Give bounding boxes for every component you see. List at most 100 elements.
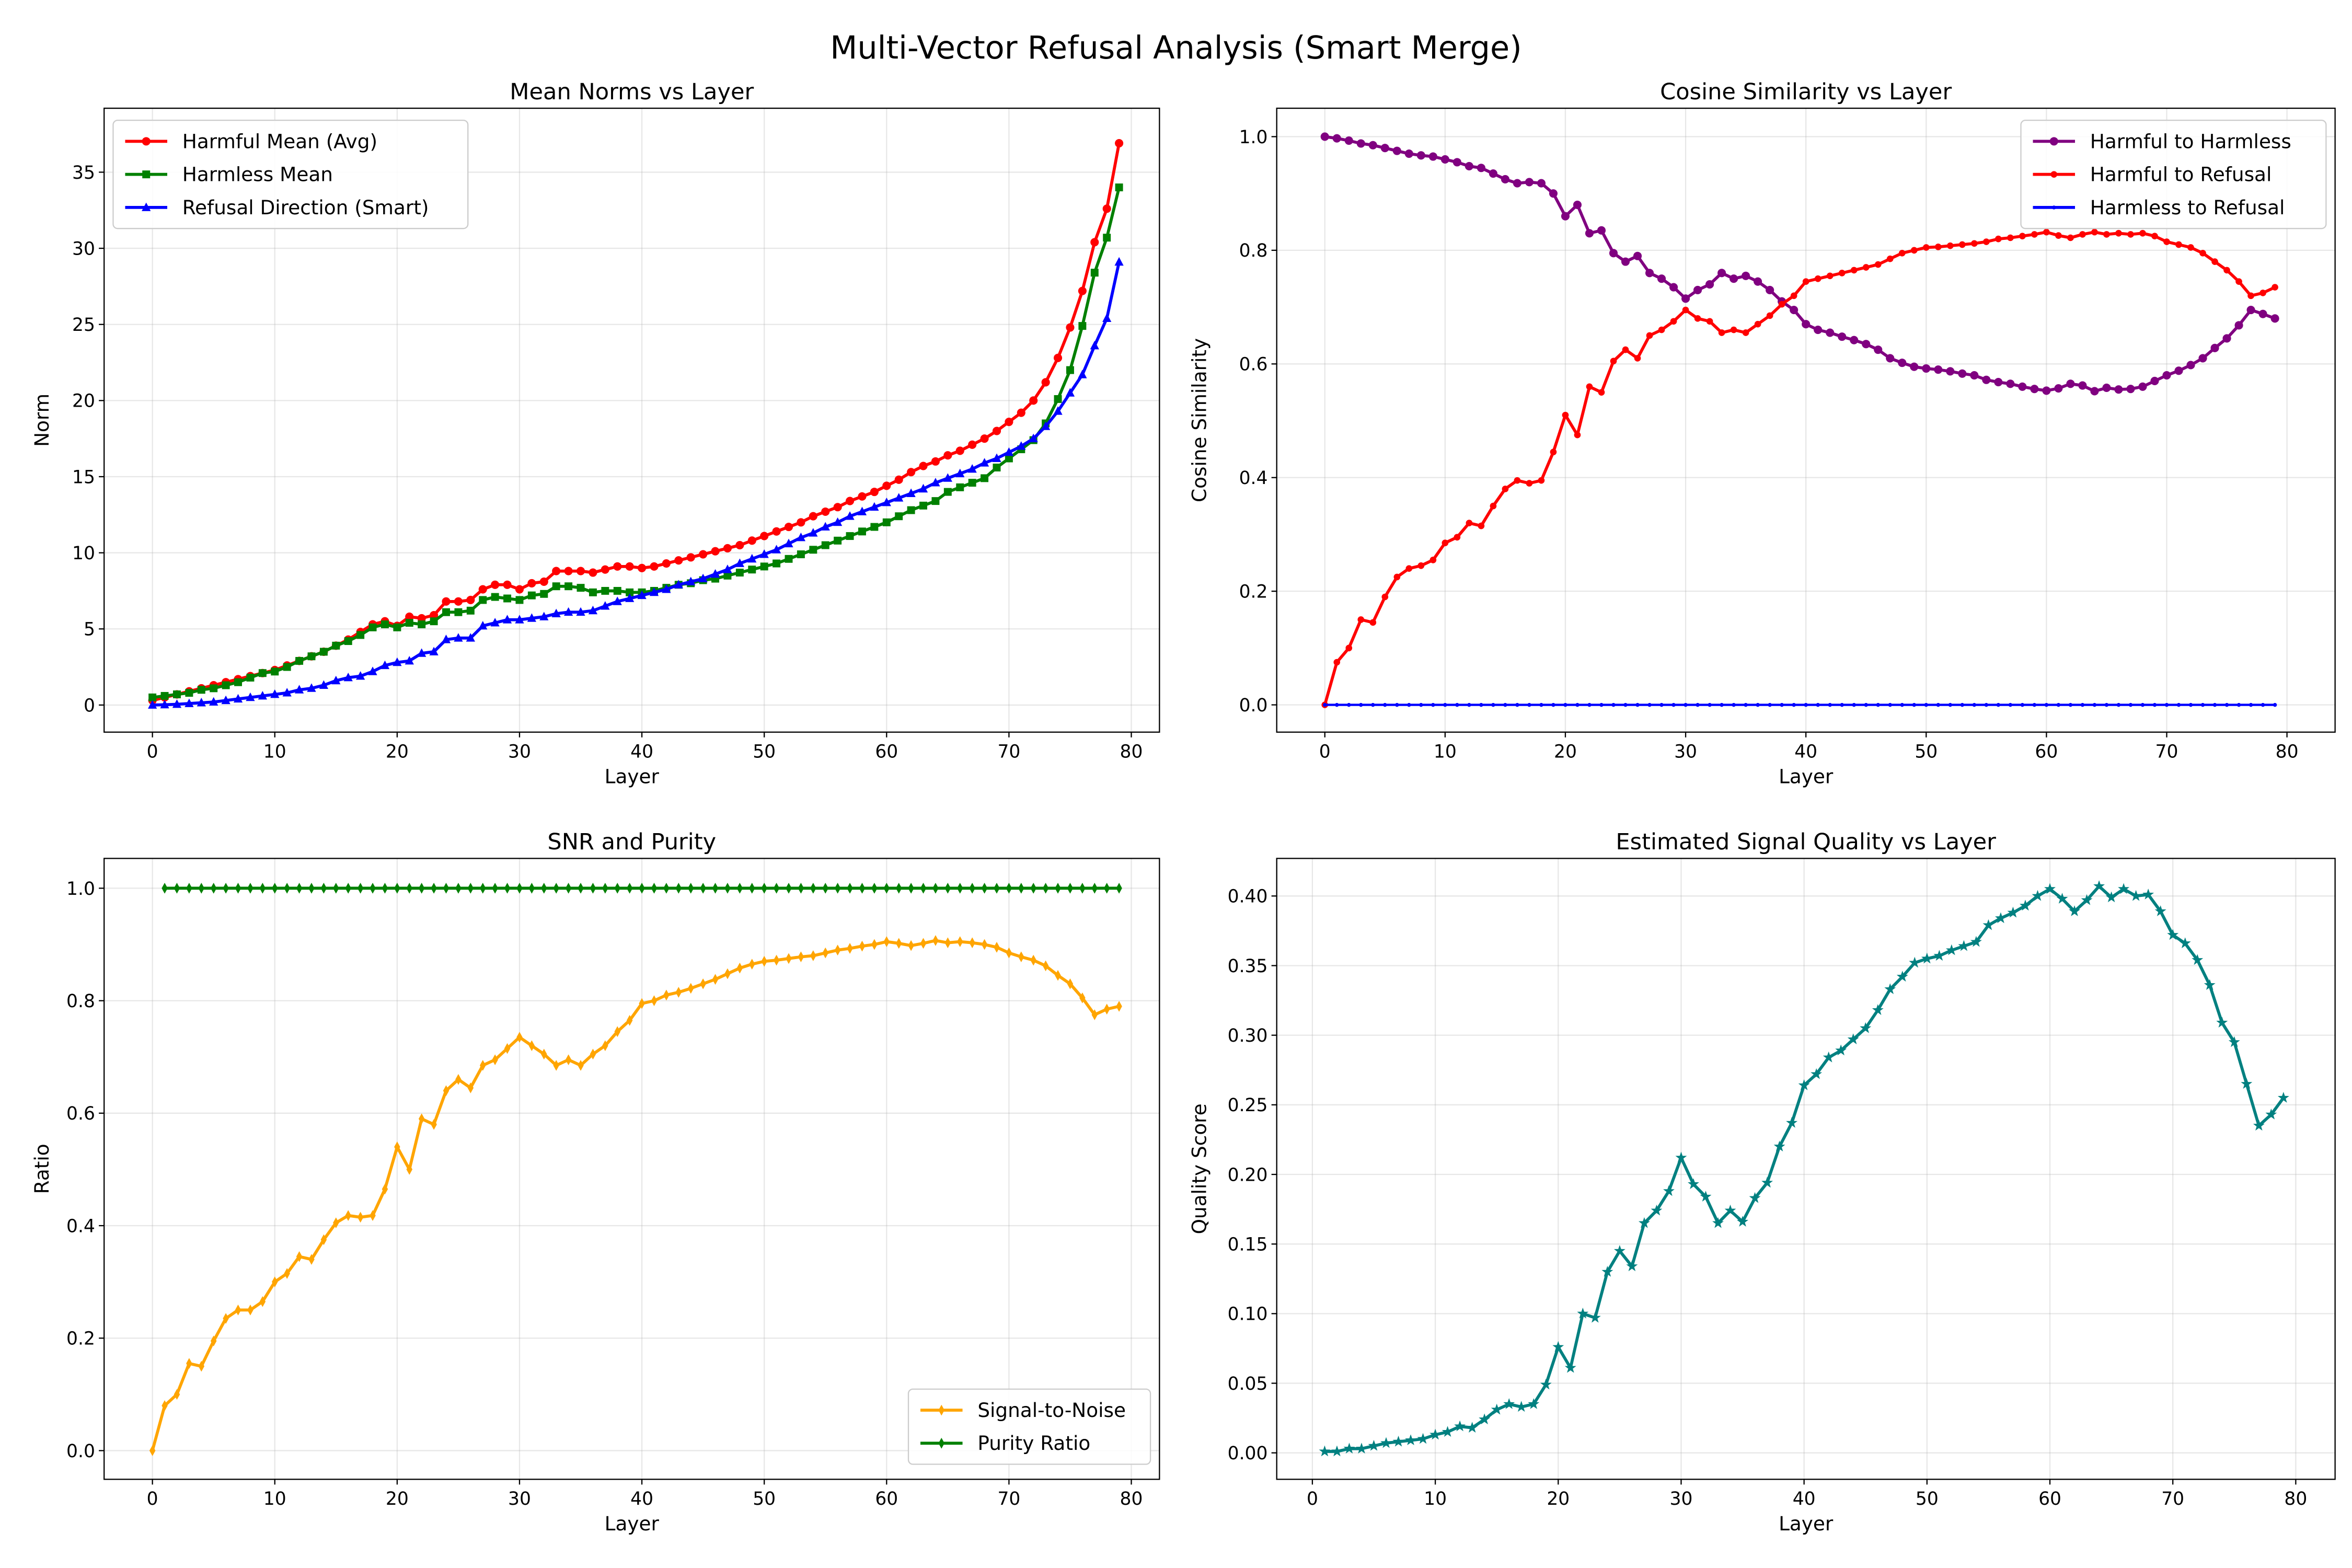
y-tick-label: 15 [72,467,95,488]
data-point [2150,376,2159,385]
data-point [1669,283,1678,292]
data-point [797,550,805,559]
data-point [343,672,353,682]
data-point [2179,937,2191,949]
y-tick-label: 0.25 [1228,1095,1268,1116]
data-point [1452,158,1461,167]
data-point [565,1054,572,1065]
data-point [1884,983,1896,995]
data-point [614,1026,621,1037]
data-point [2078,381,2087,390]
data-point [724,883,731,894]
data-point [1886,255,1894,262]
data-point [2246,305,2255,315]
data-point [2235,278,2242,285]
legend-swatch-marker [938,1437,945,1449]
data-point [871,883,878,894]
data-point [443,1085,449,1097]
data-point [356,631,365,639]
subplot-4: 0 10 20 30 40 50 60 70 80 0.00 0.05 0.10 0.15 0.20 0.2… [1188,829,2336,1535]
data-point [1320,132,1329,141]
data-point [283,663,291,671]
data-point [515,615,524,624]
data-point [331,675,341,685]
data-point [1811,1068,1823,1079]
data-point [1675,1151,1687,1163]
data-point [1528,1398,1540,1409]
y-tick-label: 0.8 [66,991,95,1012]
data-point [1609,249,1618,258]
data-point [1995,235,2002,243]
y-tick-label: 0.4 [66,1216,95,1237]
x-tick-label: 10 [263,1489,286,1509]
data-point [1823,1051,1835,1063]
data-point [1754,320,1761,328]
data-point [368,666,377,675]
data-point [626,883,633,894]
data-point [858,527,866,536]
data-point [577,584,585,592]
data-point [1006,947,1012,959]
data-point [160,699,169,709]
data-point [1896,971,1908,982]
data-point [2032,890,2044,901]
data-point [1633,251,1642,260]
data-point [2211,258,2218,265]
data-point [2261,702,2265,707]
data-point [197,698,206,707]
data-point [296,883,303,894]
data-point [1005,418,1013,426]
data-point [2162,371,2171,380]
data-point [1042,960,1049,972]
x-tick-label: 70 [2155,742,2178,763]
data-point [467,1082,474,1093]
data-point [992,453,1001,462]
y-tick-label: 20 [72,391,95,412]
data-point [1634,355,1641,362]
data-point [234,678,243,686]
data-point [1706,318,1713,325]
data-point [1910,247,1918,254]
data-point [1489,169,1497,178]
data-point [1405,1434,1417,1446]
data-point [380,660,390,670]
data-point [1407,702,1411,707]
legend-item: Harmful to Refusal [2033,163,2272,186]
data-point [821,507,830,516]
data-point [1900,702,1905,707]
data-point [1551,702,1555,707]
data-point [405,619,413,627]
data-point [1960,702,1965,707]
data-point [272,1276,278,1287]
data-point [1357,616,1365,623]
data-point [809,546,817,554]
data-point [405,612,414,621]
data-point [700,883,706,894]
data-point [2116,702,2121,707]
y-tick-label: 0.20 [1228,1165,1268,1185]
data-point [601,565,609,574]
data-point [1090,269,1099,277]
data-point [883,883,890,894]
data-point [1055,883,1061,894]
data-point [1079,992,1086,1004]
data-point [626,1014,633,1026]
data-point [1814,326,1823,335]
data-point [908,940,914,951]
data-point [2228,1036,2240,1047]
data-point [981,883,988,894]
data-point [601,586,609,595]
x-tick-label: 60 [2038,1489,2061,1509]
data-point [1323,702,1327,707]
data-point [1864,702,1868,707]
data-point [308,1254,315,1265]
data-point [1574,431,1581,439]
subplot-title: SNR and Purity [547,829,716,855]
data-point [2273,702,2277,707]
legend-swatch-marker [142,137,151,146]
y-tick-label: 30 [72,238,95,259]
data-point [796,533,806,541]
data-point [1102,313,1112,322]
data-point [2080,702,2085,707]
data-point [957,883,963,894]
